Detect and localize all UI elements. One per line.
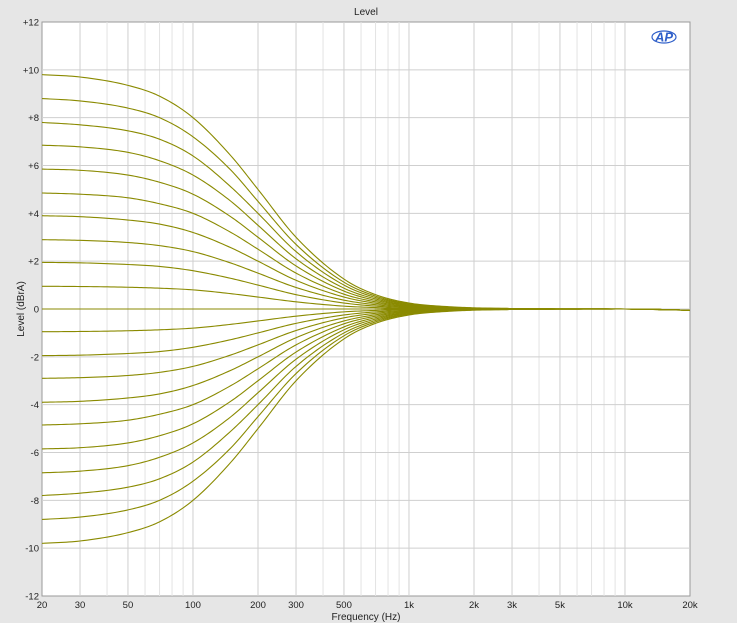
x-tick-label: 2k (469, 600, 479, 611)
ap-logo: AP (651, 30, 677, 45)
x-tick-label: 50 (123, 600, 134, 611)
y-tick-label: +6 (28, 161, 39, 172)
y-tick-label: +10 (23, 65, 39, 76)
x-tick-label: 20k (682, 600, 698, 611)
y-tick-label: -8 (31, 496, 39, 507)
y-tick-label: -2 (31, 352, 39, 363)
x-tick-label: 5k (555, 600, 565, 611)
y-tick-label: 0 (34, 305, 39, 316)
y-tick-label: +8 (28, 113, 39, 124)
chart-title: Level (354, 7, 378, 18)
series-line (41, 308, 691, 544)
x-tick-labels: 20 30 50 100 200 300 500 1k 2k 3k 5k 10k 20k (37, 600, 698, 611)
y-tick-labels: +12 +10 +8 +6 +4 +2 0 -2 -4 -6 -8 -10 -12 (23, 18, 39, 603)
x-tick-label: 500 (336, 600, 352, 611)
x-axis-title: Frequency (Hz) (332, 612, 401, 623)
y-tick-label: +4 (28, 209, 39, 220)
x-tick-label: 200 (250, 600, 266, 611)
x-tick-label: 1k (404, 600, 414, 611)
y-tick-label: -6 (31, 448, 39, 459)
y-tick-label: +12 (23, 18, 39, 29)
x-tick-label: 300 (288, 600, 304, 611)
ap-logo-text: AP (654, 30, 673, 45)
major-gridlines-y (42, 69, 690, 549)
x-tick-label: 20 (37, 600, 48, 611)
y-tick-label: -10 (25, 544, 39, 555)
series-layer (41, 74, 691, 544)
y-tick-label: +2 (28, 257, 39, 268)
y-axis-title: Level (dBrA) (16, 281, 27, 337)
x-tick-label: 3k (507, 600, 517, 611)
y-tick-label: -12 (25, 592, 39, 603)
y-tick-label: -4 (31, 400, 39, 411)
x-tick-label: 10k (617, 600, 633, 611)
x-tick-label: 100 (185, 600, 201, 611)
ap-logo-ring-icon (651, 30, 677, 44)
x-tick-label: 30 (75, 600, 86, 611)
